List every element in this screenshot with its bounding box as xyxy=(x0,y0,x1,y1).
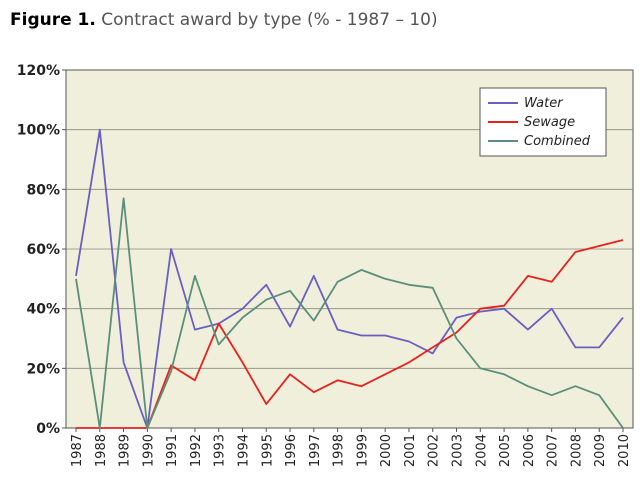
x-tick-label: 1995 xyxy=(260,434,275,467)
x-tick-label: 1998 xyxy=(332,434,347,467)
series-line-combined xyxy=(75,197,624,429)
y-tick-label: 120% xyxy=(17,63,60,79)
figure-label: Figure 1. xyxy=(10,10,96,30)
chart-title: Figure 1. Contract award by type (% - 19… xyxy=(10,10,438,30)
series-line-water xyxy=(75,128,624,429)
x-tick-label: 1994 xyxy=(236,434,251,467)
x-tick-label: 1988 xyxy=(94,434,109,467)
x-tick-label: 2003 xyxy=(451,434,466,467)
series-line-sewage xyxy=(76,239,624,429)
x-tick-label: 2000 xyxy=(379,434,394,467)
y-tick-label: 20% xyxy=(26,361,60,377)
x-tick-label: 2004 xyxy=(474,434,489,467)
y-tick-label: 40% xyxy=(26,302,60,318)
x-tick-label: 1993 xyxy=(213,434,228,467)
x-tick-label: 2008 xyxy=(569,434,584,467)
y-tick-label: 0% xyxy=(36,421,60,437)
y-tick-label: 80% xyxy=(26,182,60,198)
legend-label-combined: Combined xyxy=(524,134,591,149)
x-tick-label: 1997 xyxy=(308,434,323,467)
x-tick-label: 1990 xyxy=(141,434,156,467)
x-tick-label: 2002 xyxy=(427,434,442,467)
x-tick-label: 2001 xyxy=(403,434,418,467)
title-text: Contract award by type (% - 1987 – 10) xyxy=(101,10,438,30)
x-tick-label: 2005 xyxy=(498,434,513,467)
x-tick-label: 2010 xyxy=(617,434,632,467)
x-tick-label: 1992 xyxy=(189,434,204,467)
y-tick-label: 100% xyxy=(17,123,60,139)
x-tick-label: 2009 xyxy=(593,434,608,467)
legend-label-water: Water xyxy=(524,96,564,111)
y-tick-label: 60% xyxy=(26,242,60,258)
x-tick-label: 1991 xyxy=(165,434,180,467)
x-tick-label: 1996 xyxy=(284,434,299,467)
x-tick-label: 1999 xyxy=(355,434,370,467)
x-tick-label: 1987 xyxy=(70,434,85,467)
x-tick-label: 2007 xyxy=(546,434,561,467)
x-tick-label: 1989 xyxy=(118,434,133,467)
legend-label-sewage: Sewage xyxy=(524,115,575,130)
x-tick-label: 2006 xyxy=(522,434,537,467)
